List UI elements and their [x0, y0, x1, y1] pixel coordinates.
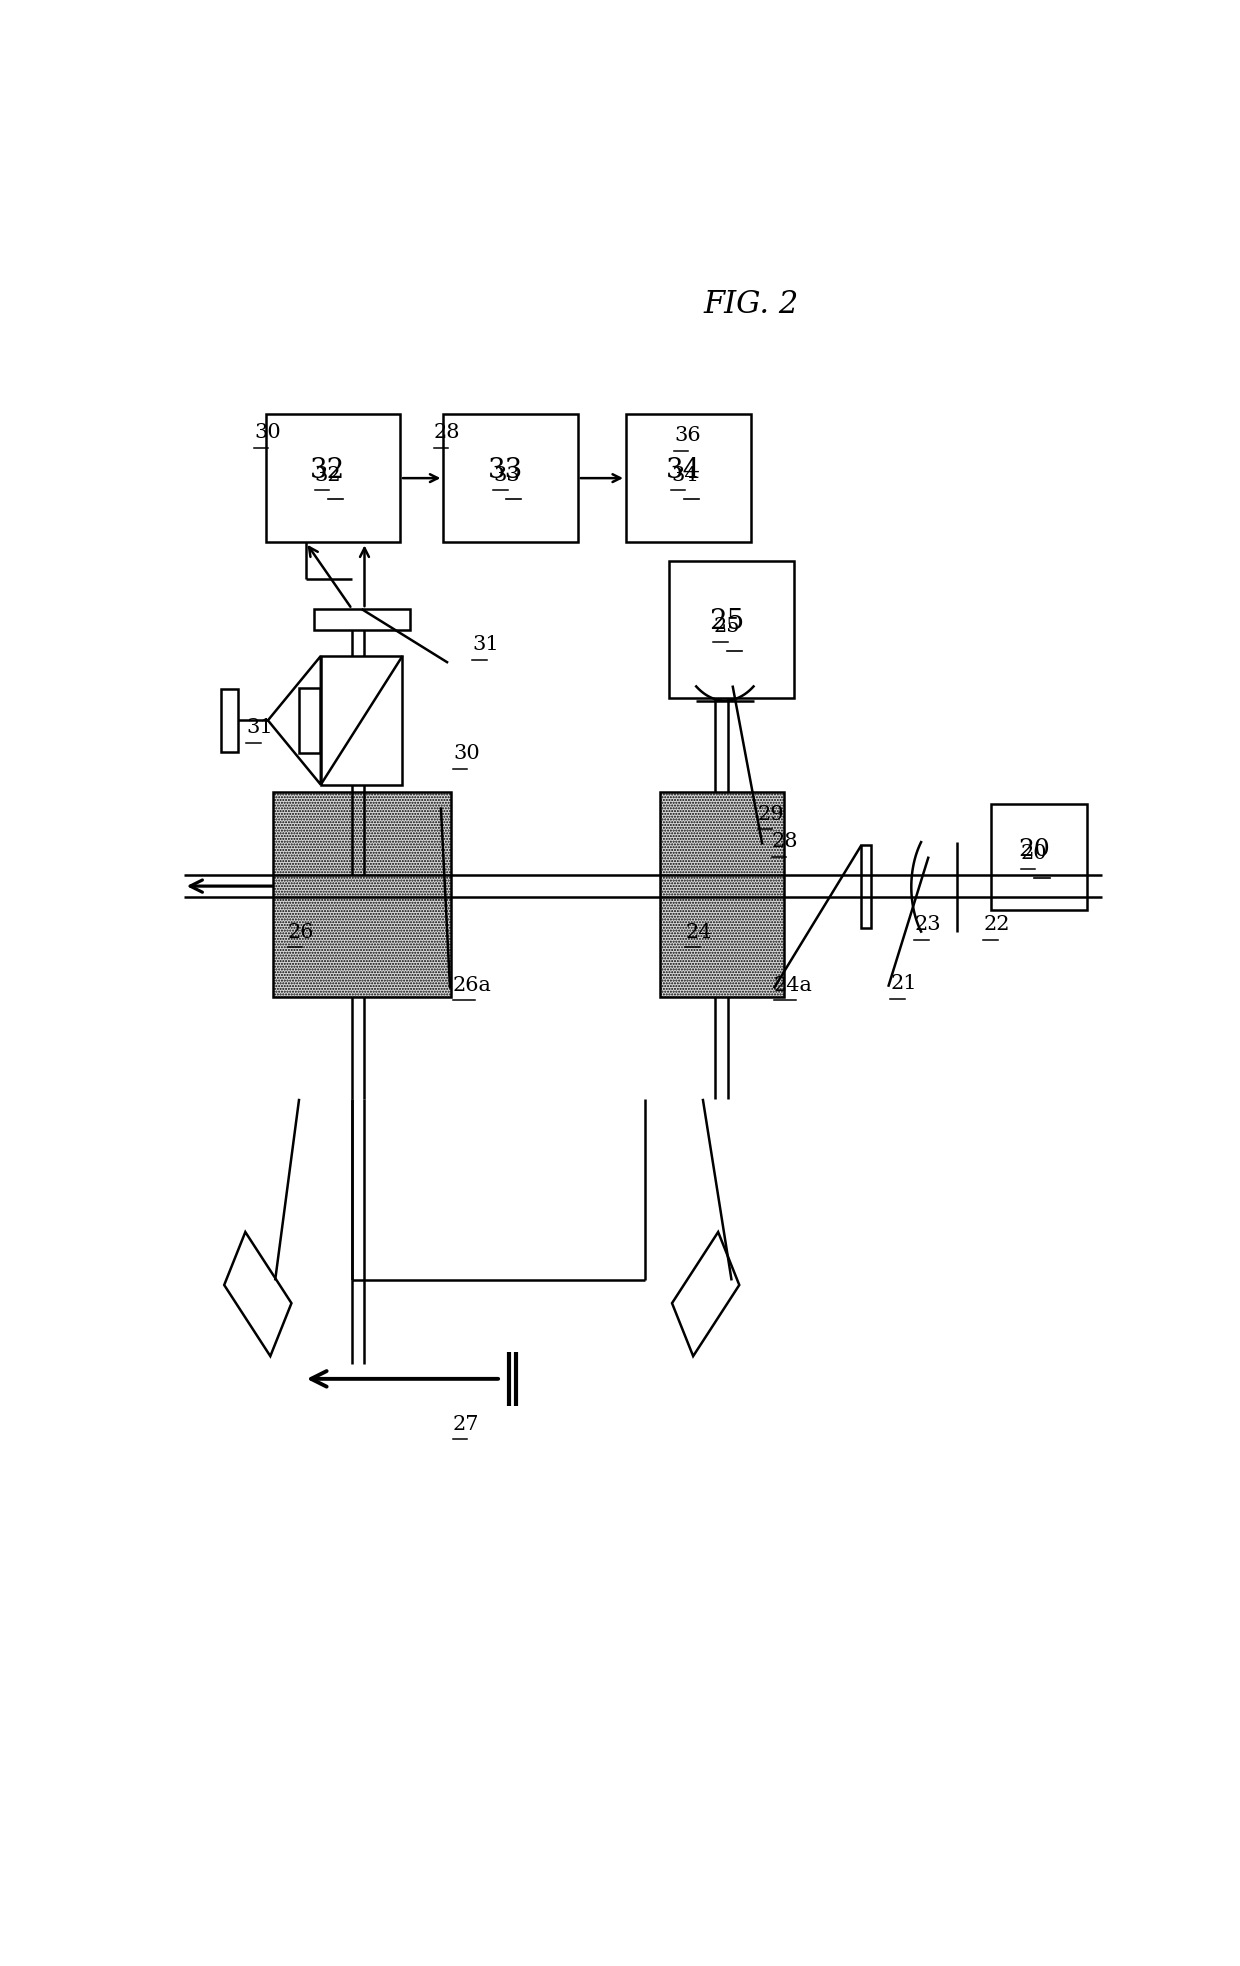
Bar: [670, 562, 794, 698]
Text: 30: 30: [254, 423, 280, 442]
Text: 25: 25: [709, 607, 744, 635]
Text: 34: 34: [666, 456, 701, 484]
Text: FIG. 2: FIG. 2: [703, 289, 799, 320]
Text: 24a: 24a: [774, 975, 812, 995]
Text: 33: 33: [489, 456, 523, 484]
Text: 27: 27: [453, 1416, 480, 1433]
Text: 32: 32: [315, 466, 341, 484]
Bar: [444, 413, 578, 543]
Bar: [221, 688, 238, 753]
Text: 24: 24: [686, 922, 712, 942]
Bar: [321, 657, 403, 784]
Bar: [991, 804, 1087, 910]
Bar: [273, 792, 450, 997]
Text: 25: 25: [713, 617, 740, 635]
Text: 31: 31: [247, 718, 273, 737]
Text: 36: 36: [675, 427, 701, 444]
Text: 29: 29: [758, 804, 784, 824]
Bar: [660, 792, 785, 997]
Text: 28: 28: [434, 423, 460, 442]
Text: 22: 22: [983, 916, 1009, 934]
Text: 33: 33: [494, 466, 520, 484]
Bar: [314, 609, 409, 631]
Text: 32: 32: [310, 456, 346, 484]
Text: 26a: 26a: [453, 975, 492, 995]
Bar: [265, 413, 401, 543]
Text: 20: 20: [1018, 838, 1050, 861]
Bar: [299, 688, 320, 753]
Text: 31: 31: [472, 635, 498, 655]
Text: 30: 30: [453, 745, 480, 763]
Bar: [862, 845, 870, 928]
Text: 34: 34: [671, 466, 698, 484]
Text: 20: 20: [1021, 843, 1048, 863]
Text: 21: 21: [890, 975, 916, 993]
Text: 28: 28: [773, 832, 799, 851]
Text: 26: 26: [288, 922, 314, 942]
Text: 23: 23: [914, 916, 941, 934]
Bar: [626, 413, 751, 543]
